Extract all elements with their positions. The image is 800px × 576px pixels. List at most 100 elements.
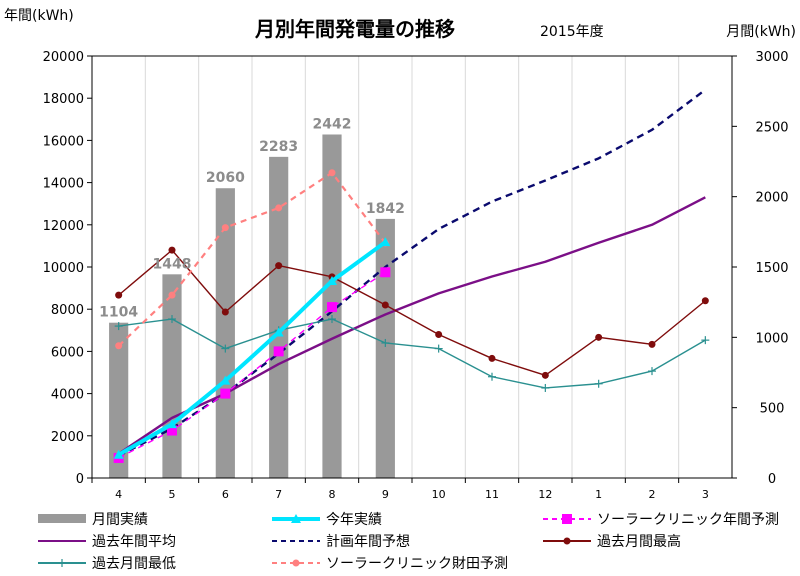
data-point-marker bbox=[541, 383, 550, 392]
data-point-marker bbox=[115, 342, 123, 350]
x-tick-label: 2 bbox=[649, 488, 656, 501]
data-point-marker bbox=[595, 333, 603, 341]
legend-item: ソーラークリニック財田予測 bbox=[272, 556, 508, 572]
right-tick-label: 1500 bbox=[755, 261, 788, 276]
legend-label: ソーラークリニック年間予測 bbox=[597, 512, 779, 528]
left-tick-label: 12000 bbox=[43, 219, 84, 234]
line-series bbox=[113, 88, 710, 463]
data-point-marker bbox=[221, 308, 229, 316]
gridlines bbox=[144, 56, 680, 478]
data-point-marker bbox=[327, 302, 337, 313]
line-series-7 bbox=[115, 169, 389, 350]
line-series-5 bbox=[115, 246, 709, 379]
data-point-marker bbox=[381, 338, 390, 347]
x-tick-label: 5 bbox=[169, 488, 176, 501]
series-path bbox=[118, 271, 386, 459]
data-point-marker bbox=[701, 297, 709, 305]
x-tick-label: 10 bbox=[432, 488, 446, 501]
line-series-1 bbox=[113, 237, 391, 459]
legend-swatch bbox=[38, 514, 86, 523]
data-point-marker bbox=[115, 291, 123, 299]
legend-label: 今年実績 bbox=[326, 512, 382, 528]
left-axis-unit: 年間(kWh) bbox=[4, 8, 74, 24]
series-path bbox=[118, 249, 706, 377]
data-point-marker bbox=[220, 375, 231, 385]
legend-label: 過去月間最高 bbox=[597, 533, 681, 550]
legend-item: 今年実績 bbox=[272, 512, 382, 528]
series-path bbox=[117, 196, 706, 455]
right-tick-label: 500 bbox=[760, 402, 785, 417]
data-point-marker bbox=[380, 267, 391, 278]
x-tick-label: 1 bbox=[595, 488, 602, 501]
data-point-marker bbox=[541, 371, 549, 379]
bar-data-label: 2442 bbox=[313, 116, 352, 132]
left-tick-label: 6000 bbox=[51, 345, 84, 360]
legend-item: 過去月間最高 bbox=[543, 533, 681, 550]
bar-data-label: 2283 bbox=[259, 139, 298, 155]
data-point-marker bbox=[488, 354, 496, 362]
bar-monthly bbox=[215, 188, 235, 478]
data-point-marker bbox=[594, 379, 603, 388]
legend-label: ソーラークリニック財田予測 bbox=[326, 556, 508, 572]
data-point-marker bbox=[488, 372, 496, 381]
x-tick-label: 11 bbox=[485, 488, 499, 501]
line-series-3 bbox=[117, 196, 706, 455]
legend-label: 過去年間平均 bbox=[92, 534, 176, 550]
left-tick-label: 2000 bbox=[51, 430, 84, 445]
right-tick-label: 2500 bbox=[755, 120, 788, 135]
legend-item: 過去年間平均 bbox=[38, 534, 176, 550]
axes: 0200040006000800010000120001400016000180… bbox=[43, 50, 789, 501]
data-point-marker bbox=[168, 315, 176, 324]
data-point-marker bbox=[113, 449, 124, 459]
legend-item: ソーラークリニック年間予測 bbox=[543, 512, 779, 528]
x-tick-label: 3 bbox=[702, 488, 709, 501]
data-point-marker bbox=[435, 331, 443, 339]
data-point-marker bbox=[114, 322, 123, 331]
bar-monthly bbox=[375, 218, 395, 478]
legend-marker bbox=[291, 514, 301, 523]
bar-data-label: 2060 bbox=[206, 170, 245, 186]
right-tick-label: 3000 bbox=[755, 50, 788, 65]
data-point-marker bbox=[275, 204, 283, 212]
left-tick-label: 20000 bbox=[43, 50, 84, 65]
x-tick-label: 12 bbox=[538, 488, 552, 501]
data-point-marker bbox=[273, 327, 284, 337]
legend-label: 計画年間予想 bbox=[326, 534, 410, 550]
data-point-marker bbox=[273, 346, 284, 357]
right-tick-label: 1000 bbox=[755, 331, 788, 346]
right-tick-label: 0 bbox=[768, 472, 776, 487]
data-point-marker bbox=[701, 336, 710, 345]
left-tick-label: 16000 bbox=[43, 134, 84, 149]
bar-data-label: 1104 bbox=[99, 305, 138, 321]
data-point-marker bbox=[328, 315, 336, 324]
left-tick-label: 0 bbox=[76, 472, 84, 487]
bar-monthly bbox=[269, 156, 289, 478]
legend-marker bbox=[563, 537, 571, 545]
bar-monthly bbox=[109, 322, 129, 478]
right-axis-unit: 月間(kWh) bbox=[726, 24, 796, 40]
left-tick-label: 14000 bbox=[43, 177, 84, 192]
x-tick-label: 6 bbox=[222, 488, 229, 501]
data-point-marker bbox=[221, 344, 230, 353]
x-tick-label: 9 bbox=[382, 488, 389, 501]
legend-item: 計画年間予想 bbox=[272, 534, 410, 550]
data-point-marker bbox=[328, 169, 336, 177]
data-point-marker bbox=[167, 425, 177, 436]
legend-item: 月間実績 bbox=[38, 512, 148, 528]
fiscal-year-label: 2015年度 bbox=[540, 24, 604, 40]
x-tick-label: 4 bbox=[115, 488, 122, 501]
data-point-marker bbox=[220, 388, 231, 399]
data-point-marker bbox=[168, 246, 176, 254]
bar-data-label: 1842 bbox=[366, 201, 405, 217]
data-point-marker bbox=[327, 275, 337, 285]
data-point-marker bbox=[434, 344, 443, 353]
legend-marker bbox=[292, 559, 300, 567]
data-point-marker bbox=[380, 237, 391, 247]
chart-title: 月別年間発電量の推移 bbox=[254, 17, 455, 41]
right-tick-label: 2000 bbox=[755, 191, 788, 206]
data-point-marker bbox=[221, 224, 229, 232]
left-tick-label: 10000 bbox=[43, 261, 84, 276]
left-tick-label: 4000 bbox=[51, 388, 84, 403]
